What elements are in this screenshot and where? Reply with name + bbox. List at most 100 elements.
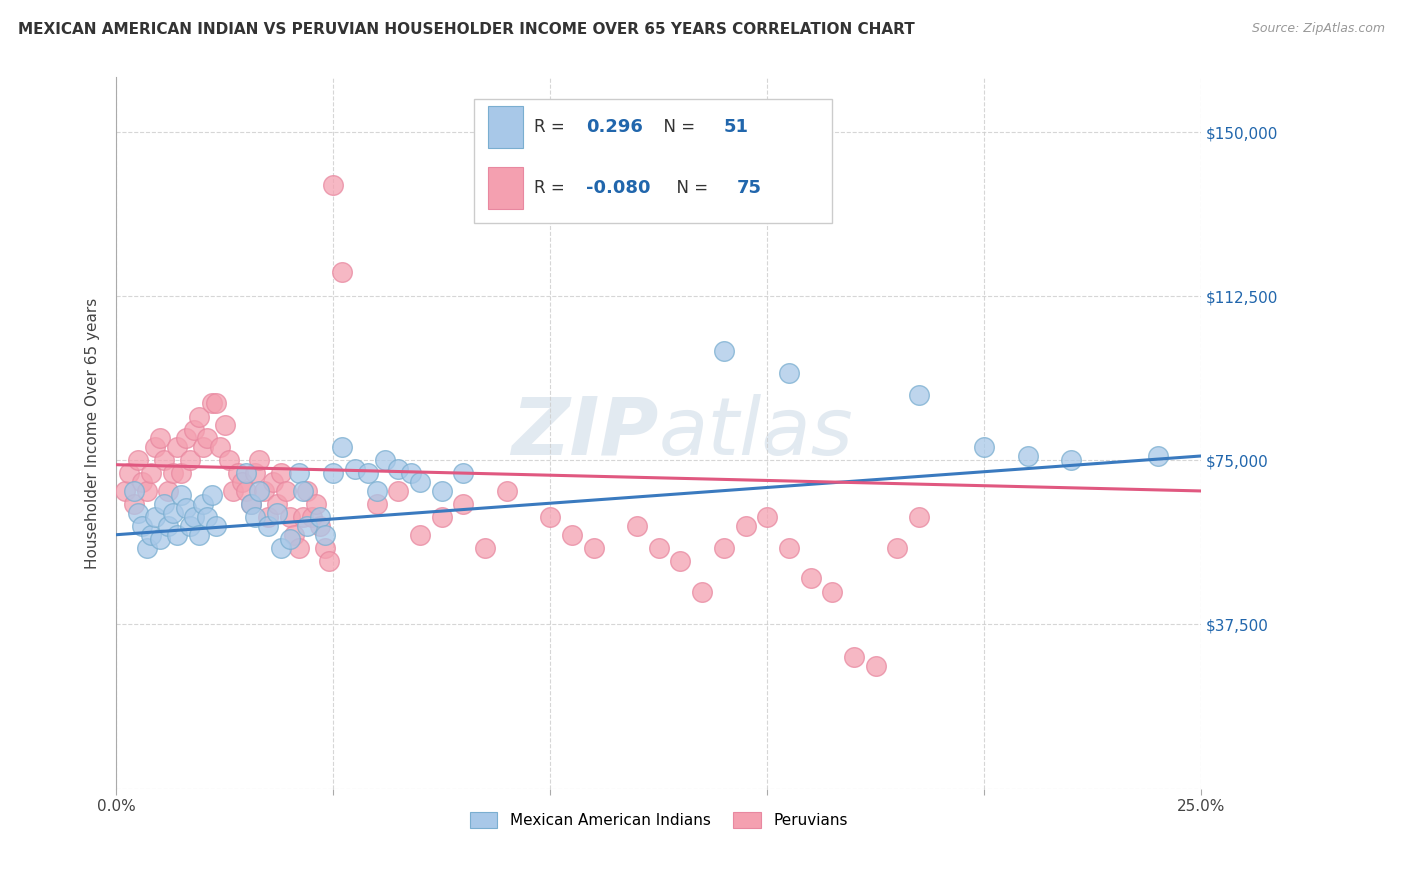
Point bbox=[183, 423, 205, 437]
FancyBboxPatch shape bbox=[488, 167, 523, 209]
Point bbox=[122, 497, 145, 511]
Point bbox=[239, 497, 262, 511]
Text: MEXICAN AMERICAN INDIAN VS PERUVIAN HOUSEHOLDER INCOME OVER 65 YEARS CORRELATION: MEXICAN AMERICAN INDIAN VS PERUVIAN HOUS… bbox=[18, 22, 915, 37]
Point bbox=[314, 527, 336, 541]
FancyBboxPatch shape bbox=[488, 106, 523, 148]
Point bbox=[908, 510, 931, 524]
Point bbox=[387, 483, 409, 498]
Point bbox=[197, 432, 219, 446]
Point bbox=[162, 467, 184, 481]
Text: N =: N = bbox=[654, 119, 700, 136]
Point bbox=[222, 483, 245, 498]
Point bbox=[243, 510, 266, 524]
Point bbox=[305, 497, 328, 511]
Point bbox=[330, 265, 353, 279]
Point bbox=[330, 440, 353, 454]
Point bbox=[778, 366, 800, 380]
Point bbox=[114, 483, 136, 498]
Point bbox=[626, 519, 648, 533]
Point bbox=[297, 483, 319, 498]
FancyBboxPatch shape bbox=[474, 99, 832, 223]
Point bbox=[283, 527, 305, 541]
Point bbox=[713, 343, 735, 358]
Point bbox=[274, 483, 297, 498]
Point bbox=[179, 453, 201, 467]
Point bbox=[357, 467, 380, 481]
Text: 0.296: 0.296 bbox=[586, 119, 643, 136]
Point bbox=[270, 467, 292, 481]
Point bbox=[343, 462, 366, 476]
Point bbox=[131, 475, 153, 490]
Point bbox=[214, 418, 236, 433]
Text: atlas: atlas bbox=[659, 394, 853, 472]
Point bbox=[243, 467, 266, 481]
Point bbox=[157, 483, 180, 498]
Point bbox=[886, 541, 908, 555]
Point bbox=[409, 475, 432, 490]
Point bbox=[257, 519, 280, 533]
Point bbox=[266, 497, 288, 511]
Point bbox=[474, 541, 496, 555]
Point bbox=[309, 519, 332, 533]
Point bbox=[453, 497, 475, 511]
Point bbox=[249, 453, 271, 467]
Point bbox=[366, 497, 388, 511]
Point bbox=[669, 554, 692, 568]
Point bbox=[135, 483, 157, 498]
Point bbox=[278, 532, 301, 546]
Point bbox=[291, 510, 314, 524]
Point bbox=[127, 453, 149, 467]
Point bbox=[174, 432, 197, 446]
Point bbox=[131, 519, 153, 533]
Point bbox=[127, 506, 149, 520]
Point bbox=[409, 527, 432, 541]
Point bbox=[309, 510, 332, 524]
Point bbox=[118, 467, 141, 481]
Point bbox=[153, 453, 176, 467]
Point bbox=[1060, 453, 1083, 467]
Text: -0.080: -0.080 bbox=[586, 178, 651, 196]
Point bbox=[287, 541, 309, 555]
Point bbox=[453, 467, 475, 481]
Point bbox=[218, 453, 240, 467]
Text: N =: N = bbox=[666, 178, 714, 196]
Point bbox=[713, 541, 735, 555]
Point bbox=[778, 541, 800, 555]
Point bbox=[582, 541, 605, 555]
Point bbox=[205, 519, 228, 533]
Point bbox=[287, 467, 309, 481]
Point bbox=[149, 432, 172, 446]
Point bbox=[973, 440, 995, 454]
Point bbox=[122, 483, 145, 498]
Point bbox=[153, 497, 176, 511]
Point bbox=[430, 510, 453, 524]
Point bbox=[191, 440, 214, 454]
Point bbox=[209, 440, 232, 454]
Point bbox=[201, 488, 224, 502]
Point bbox=[170, 467, 193, 481]
Point bbox=[322, 467, 344, 481]
Point bbox=[496, 483, 519, 498]
Point bbox=[179, 519, 201, 533]
Point bbox=[322, 178, 344, 192]
Point bbox=[157, 519, 180, 533]
Point bbox=[648, 541, 671, 555]
Text: R =: R = bbox=[534, 119, 569, 136]
Point bbox=[297, 519, 319, 533]
Point bbox=[800, 572, 823, 586]
Point bbox=[318, 554, 340, 568]
Text: Source: ZipAtlas.com: Source: ZipAtlas.com bbox=[1251, 22, 1385, 36]
Point bbox=[249, 483, 271, 498]
Y-axis label: Householder Income Over 65 years: Householder Income Over 65 years bbox=[86, 297, 100, 568]
Point bbox=[756, 510, 779, 524]
Point bbox=[166, 527, 188, 541]
Point bbox=[187, 409, 209, 424]
Point bbox=[266, 506, 288, 520]
Point bbox=[430, 483, 453, 498]
Point bbox=[166, 440, 188, 454]
Point bbox=[865, 659, 887, 673]
Point bbox=[170, 488, 193, 502]
Point bbox=[239, 497, 262, 511]
Point bbox=[538, 510, 561, 524]
Text: ZIP: ZIP bbox=[512, 394, 659, 472]
